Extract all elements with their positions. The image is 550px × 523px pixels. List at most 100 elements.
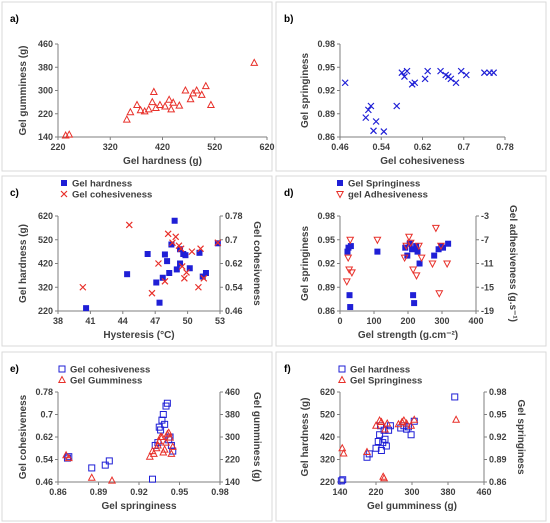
y-tick-label: 0.86 bbox=[317, 132, 335, 142]
data-point bbox=[338, 443, 347, 452]
data-point bbox=[344, 254, 353, 263]
y2-tick-label: 0.62 bbox=[225, 259, 243, 269]
legend-label: Gel Gumminess bbox=[70, 376, 142, 387]
data-point bbox=[440, 244, 447, 251]
data-point bbox=[101, 461, 109, 469]
x-tick-label: 44 bbox=[118, 316, 128, 326]
x-axis-label: Gel strength (g.cm⁻²) bbox=[358, 330, 458, 341]
legend-label: Gel hardness bbox=[72, 179, 132, 190]
legend-label: Gel cohesiveness bbox=[70, 365, 150, 376]
data-point bbox=[380, 473, 389, 482]
data-point bbox=[339, 448, 348, 457]
x-axis-label: Gel cohesiveness bbox=[380, 156, 465, 167]
data-point bbox=[380, 424, 390, 433]
y2-tick-label: 0.98 bbox=[489, 387, 507, 397]
data-point bbox=[414, 248, 421, 255]
data-point bbox=[166, 432, 175, 441]
x-tick-label: 53 bbox=[215, 316, 225, 326]
y-tick-label: 520 bbox=[38, 235, 53, 245]
data-point bbox=[337, 477, 345, 485]
x-tick-label: 0.62 bbox=[414, 142, 432, 152]
series-1 bbox=[79, 221, 222, 297]
data-point bbox=[411, 79, 419, 87]
data-point bbox=[164, 230, 172, 238]
data-point bbox=[172, 233, 180, 241]
data-point bbox=[443, 260, 452, 269]
data-point bbox=[149, 449, 158, 457]
panel-border bbox=[1, 1, 273, 172]
data-point bbox=[201, 81, 210, 90]
chart-panel-f: f)140 220 300 380 4602203204205206200.860.89… bbox=[275, 351, 547, 522]
data-point bbox=[402, 418, 411, 427]
x-tick-label: 220 bbox=[50, 142, 65, 152]
x-tick-label: 400 bbox=[468, 316, 483, 326]
y-tick-label: 0.86 bbox=[317, 306, 335, 316]
data-point bbox=[200, 274, 208, 282]
x-tick-label: 0 bbox=[337, 316, 342, 326]
y-tick-label: 0.92 bbox=[317, 86, 335, 96]
data-point bbox=[431, 252, 438, 259]
series-1 bbox=[62, 428, 177, 484]
data-point bbox=[404, 233, 414, 242]
data-point bbox=[480, 69, 488, 77]
data-point bbox=[180, 274, 188, 282]
y2-tick-label: 140 bbox=[225, 477, 240, 487]
y2-axis-label: Gel adhesiveness (g.s⁻¹) bbox=[507, 205, 518, 322]
y2-tick-label: 0.46 bbox=[225, 306, 243, 316]
y2-tick-label: 0.86 bbox=[489, 477, 507, 487]
data-point bbox=[175, 101, 184, 109]
data-point bbox=[159, 411, 167, 418]
y-tick-label: 320 bbox=[38, 282, 53, 292]
data-point bbox=[161, 251, 168, 258]
data-point bbox=[197, 90, 206, 98]
data-point bbox=[339, 476, 347, 484]
data-point bbox=[194, 283, 202, 291]
chart-panel-b: b) 0.46 0.54 0.62 0.7 0.78 0.86 0.89 0.92 0.95 0.9… bbox=[275, 1, 547, 172]
series-0 bbox=[63, 399, 177, 483]
x-tick-label: 0.86 bbox=[49, 487, 67, 497]
panel-border bbox=[275, 1, 547, 172]
data-point bbox=[163, 399, 171, 407]
y-axis-label: Gel hardness (g) bbox=[18, 224, 29, 303]
panel-label: a) bbox=[10, 14, 19, 25]
y2-tick-label: 0.95 bbox=[489, 410, 507, 420]
data-point bbox=[370, 127, 377, 135]
data-point bbox=[159, 274, 166, 281]
data-point bbox=[393, 102, 401, 110]
data-point bbox=[435, 246, 442, 253]
data-point bbox=[144, 251, 151, 257]
data-point bbox=[64, 453, 73, 462]
data-point bbox=[122, 115, 131, 123]
panel-label: d) bbox=[284, 188, 293, 199]
data-point bbox=[385, 426, 393, 434]
data-point bbox=[435, 290, 444, 298]
y-tick-label: 620 bbox=[320, 387, 335, 397]
panel-border bbox=[1, 351, 273, 522]
y-tick-label: 0.62 bbox=[35, 432, 53, 442]
data-point bbox=[365, 450, 373, 458]
chart-panel-d: d) 0 100 200 300 400 0.86 0.89 0.92 0.95 0.98 -19 -1… bbox=[275, 175, 547, 347]
panel-label: f) bbox=[284, 364, 291, 375]
x-tick-label: 0.95 bbox=[171, 487, 189, 497]
data-point bbox=[165, 95, 174, 103]
x-axis-label: Gel springiness bbox=[101, 501, 176, 512]
panel-label: c) bbox=[10, 188, 19, 199]
y2-tick-label: 0.78 bbox=[225, 211, 243, 221]
series-0 bbox=[337, 393, 459, 485]
legend-marker bbox=[60, 190, 68, 198]
data-point bbox=[87, 473, 96, 481]
data-point bbox=[125, 221, 133, 229]
legend-marker bbox=[335, 191, 345, 199]
data-point bbox=[167, 449, 176, 457]
data-point bbox=[346, 236, 355, 245]
x-tick-label: 220 bbox=[368, 487, 383, 497]
y-tick-label: 140 bbox=[38, 132, 53, 142]
data-point bbox=[181, 85, 190, 94]
data-point bbox=[372, 118, 380, 125]
data-point bbox=[148, 97, 157, 106]
data-point bbox=[341, 79, 349, 87]
data-point bbox=[155, 436, 164, 445]
panel-border bbox=[275, 351, 547, 522]
